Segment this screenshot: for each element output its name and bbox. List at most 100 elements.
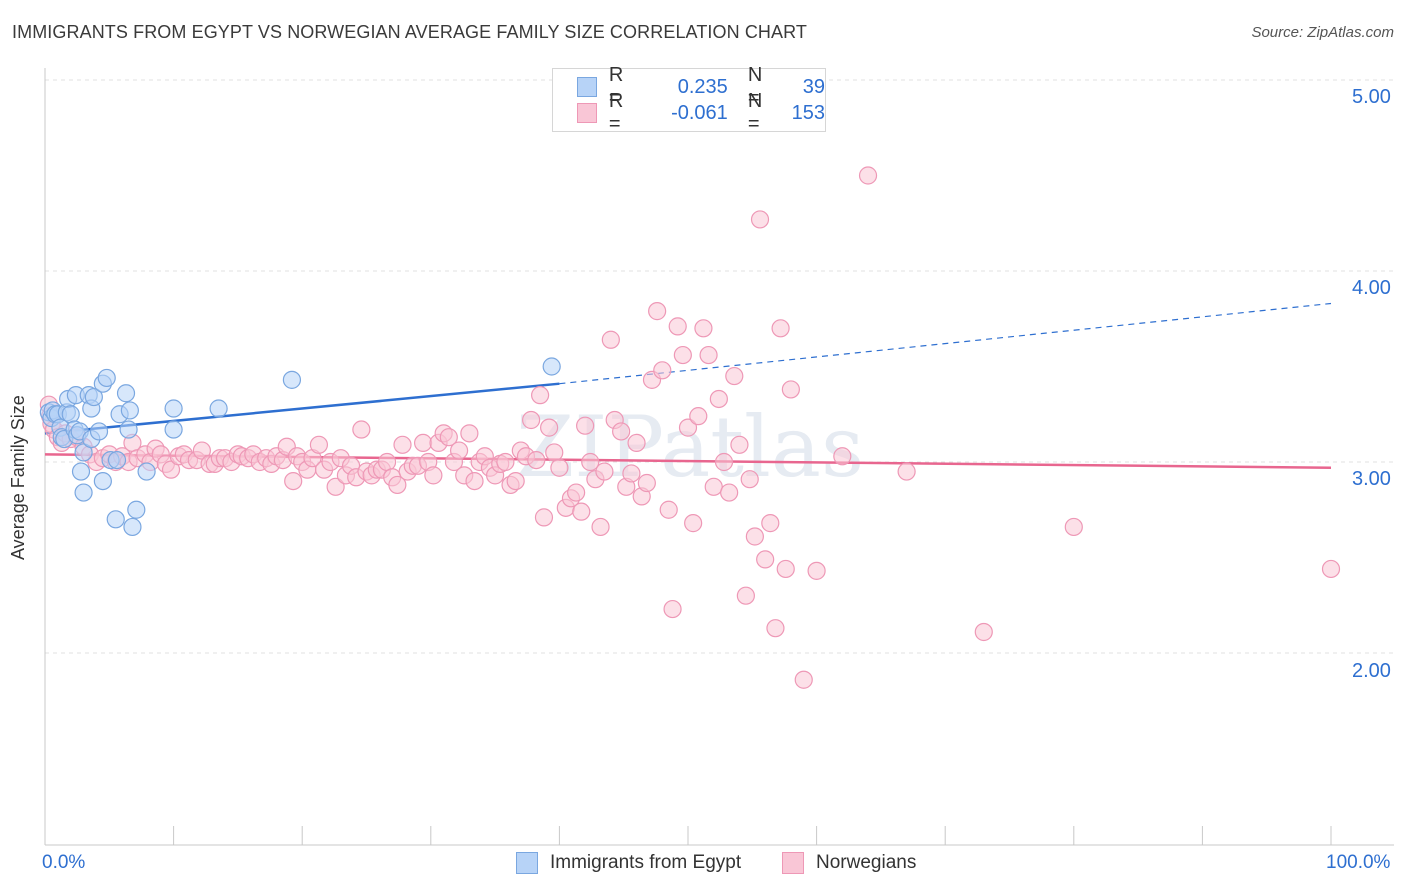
data-point-norwegians	[678, 418, 698, 437]
data-point-norwegians	[730, 435, 749, 454]
r-value: 0.235	[677, 75, 728, 98]
legend-swatch-pink	[782, 852, 804, 874]
data-points	[39, 166, 1341, 689]
y-tick-label: 2.00	[1352, 660, 1391, 682]
data-point-egypt	[89, 422, 109, 441]
data-point-norwegians	[161, 460, 181, 479]
data-point-egypt	[120, 401, 139, 420]
data-point-norwegians	[833, 447, 852, 466]
correlation-legend: R = 0.235 N = 39 R = -0.061 N = 153	[552, 64, 826, 135]
data-point-norwegians	[771, 319, 790, 338]
data-point-egypt	[542, 357, 561, 376]
legend-row-norwegians: R = -0.061 N = 153	[577, 90, 825, 135]
data-point-norwegians	[352, 420, 371, 439]
data-point-norwegians	[637, 473, 656, 493]
r-label: R =	[608, 90, 624, 135]
data-point-norwegians	[527, 450, 546, 470]
data-point-norwegians	[1064, 517, 1083, 537]
data-point-egypt	[137, 462, 156, 481]
data-point-norwegians	[309, 435, 329, 454]
legend-item-norwegians[interactable]: Norwegians	[782, 852, 916, 874]
data-point-egypt	[123, 517, 142, 537]
data-point-norwegians	[653, 361, 672, 380]
x-tick-label-start: 0.0%	[42, 852, 86, 873]
data-point-egypt	[74, 483, 93, 502]
data-point-norwegians	[750, 210, 770, 229]
data-point-norwegians	[766, 619, 785, 638]
data-point-norwegians	[496, 452, 515, 472]
data-point-norwegians	[465, 472, 484, 491]
data-point-norwegians	[393, 435, 412, 454]
data-point-egypt	[127, 500, 146, 519]
data-point-norwegians	[581, 452, 600, 472]
data-point-norwegians	[736, 586, 755, 605]
data-point-norwegians	[531, 386, 550, 405]
data-point-norwegians	[622, 464, 641, 483]
data-point-norwegians	[506, 472, 525, 491]
data-point-egypt	[97, 368, 116, 388]
legend-label-egypt: Immigrants from Egypt	[550, 852, 742, 873]
data-point-norwegians	[725, 366, 744, 386]
data-point-norwegians	[439, 428, 458, 447]
data-point-norwegians	[714, 452, 734, 472]
data-point-norwegians	[377, 452, 397, 472]
chart-title: IMMIGRANTS FROM EGYPT VS NORWEGIAN AVERA…	[12, 22, 807, 42]
data-point-egypt	[93, 472, 112, 491]
n-label: N =	[747, 64, 763, 109]
data-point-norwegians	[684, 514, 703, 533]
data-point-norwegians	[284, 472, 303, 491]
data-point-egypt	[209, 399, 228, 418]
legend-item-egypt[interactable]: Immigrants from Egypt	[516, 852, 741, 874]
n-label: N =	[747, 90, 763, 135]
r-value: -0.061	[671, 101, 728, 124]
data-point-norwegians	[776, 559, 795, 579]
data-point-norwegians	[460, 424, 479, 443]
data-point-norwegians	[534, 508, 554, 527]
data-point-norwegians	[648, 302, 667, 321]
legend-swatch-blue	[577, 77, 597, 97]
data-point-norwegians	[192, 441, 211, 460]
data-point-norwegians	[756, 550, 775, 569]
data-point-norwegians	[807, 561, 826, 580]
data-point-norwegians	[858, 166, 878, 185]
data-point-norwegians	[595, 462, 614, 481]
data-point-norwegians	[709, 389, 728, 409]
legend-label-norwegians: Norwegians	[816, 852, 917, 873]
data-point-norwegians	[388, 475, 407, 495]
data-point-egypt	[116, 384, 136, 403]
data-point-norwegians	[591, 517, 610, 537]
data-point-norwegians	[673, 345, 692, 365]
data-point-norwegians	[424, 466, 443, 485]
data-point-egypt	[61, 405, 80, 424]
legend-swatch-blue	[516, 852, 538, 874]
data-point-egypt	[106, 510, 125, 529]
data-point-norwegians	[522, 410, 541, 430]
data-point-norwegians	[897, 462, 916, 481]
data-point-norwegians	[663, 599, 682, 619]
data-point-norwegians	[1321, 559, 1341, 579]
legend-row-egypt: R = 0.235 N = 39	[577, 64, 825, 109]
data-point-egypt	[164, 399, 183, 418]
data-point-norwegians	[720, 483, 739, 502]
y-tick-label: 5.00	[1352, 86, 1391, 108]
data-point-norwegians	[761, 514, 780, 533]
data-point-norwegians	[601, 330, 620, 349]
y-axis-label: Average Family Size	[8, 395, 28, 560]
y-tick-label: 4.00	[1352, 277, 1391, 299]
data-point-egypt	[71, 462, 91, 481]
data-point-norwegians	[694, 319, 713, 338]
data-point-egypt	[119, 420, 138, 439]
y-tick-label: 3.00	[1352, 468, 1391, 490]
data-point-egypt	[107, 450, 127, 470]
data-point-egypt	[84, 387, 103, 407]
x-tick-label-end: 100.0%	[1326, 852, 1391, 873]
data-point-norwegians	[627, 433, 646, 452]
r-label: R =	[608, 64, 624, 109]
data-point-egypt	[74, 443, 93, 462]
data-point-norwegians	[781, 380, 800, 399]
data-point-norwegians	[413, 433, 433, 452]
data-point-norwegians	[612, 422, 631, 441]
data-point-norwegians	[545, 443, 564, 462]
n-value: 39	[802, 75, 825, 98]
data-point-norwegians	[550, 458, 569, 477]
